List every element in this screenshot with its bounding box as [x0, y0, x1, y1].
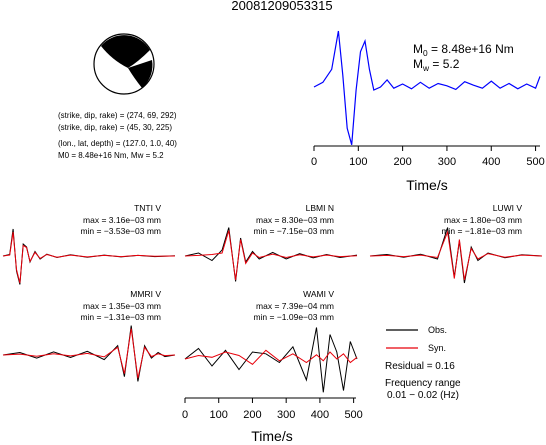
bottom-axis: 0 100 200 300 400 500 Time/s — [182, 397, 363, 444]
legend-freq-value: 0.01 − 0.02 (Hz) — [387, 390, 459, 401]
station-name: LUWI V — [493, 203, 523, 213]
legend-residual: Residual = 0.16 — [385, 361, 455, 372]
bottom-tick-label-1: 100 — [210, 409, 228, 421]
mech-line-1: (strike, dip, rake) = (274, 69, 292) — [58, 111, 177, 120]
mech-line-2: (strike, dip, rake) = (45, 30, 225) — [58, 123, 172, 132]
bottom-tick-label-0: 0 — [182, 409, 188, 421]
legend-obs-label: Obs. — [428, 325, 447, 335]
mech-line-3: (lon., lat, depth) = (127.0, 1.0, 40) — [58, 139, 177, 148]
stf-tick-label-1: 100 — [349, 156, 367, 168]
station-name: WAMI V — [303, 289, 334, 299]
beachball-compression-1 — [101, 35, 150, 68]
station-name: LBMI N — [306, 203, 334, 213]
stf-tick-label-0: 0 — [311, 156, 317, 168]
bottom-tick-label-2: 200 — [243, 409, 261, 421]
legend-syn-label: Syn. — [428, 343, 446, 353]
station-min: min = −1.81e−03 mm — [441, 226, 522, 236]
syn-waveform — [2, 231, 176, 284]
syn-waveform — [184, 349, 358, 365]
bottom-tick-label-4: 400 — [311, 409, 329, 421]
legend-freq-title: Frequency range — [385, 378, 461, 389]
bottom-xlabel: Time/s — [251, 428, 292, 444]
stf-tick-label-4: 400 — [482, 156, 500, 168]
obs-waveform — [184, 327, 358, 393]
station-name: TNTI V — [134, 203, 161, 213]
bottom-tick-label-5: 500 — [344, 409, 362, 421]
stf-tick-label-5: 500 — [526, 156, 544, 168]
stf-xlabel: Time/s — [406, 177, 447, 193]
syn-waveform — [2, 328, 176, 379]
station-max: max = 3.16e−03 mm — [83, 215, 161, 225]
legend: Obs. Syn. Residual = 0.16 Frequency rang… — [385, 325, 461, 401]
stf-m0-label: M0 = 8.48e+16 Nm — [413, 42, 514, 58]
station-min: min = −1.31e−03 mm — [80, 312, 161, 322]
station-min: min = −3.53e−03 mm — [80, 226, 161, 236]
stf-axes: 0 100 200 300 400 500 Time/s M0 = 8.48e+16 Nm… — [311, 30, 545, 193]
station-max: max = 8.30e−03 mm — [256, 215, 334, 225]
beachball-compression-2 — [128, 60, 153, 88]
stf-line — [313, 30, 541, 145]
station-min: min = −1.09e−03 mm — [253, 312, 334, 322]
figure-title: 20081209053315 — [231, 0, 332, 13]
station-max: max = 1.80e−03 mm — [444, 215, 522, 225]
station-max: max = 1.35e−03 mm — [83, 301, 161, 311]
stf-tick-label-2: 200 — [393, 156, 411, 168]
mech-line-4: M0 = 8.48e+16 Nm, Mw = 5.2 — [58, 151, 164, 160]
station-name: MMRI V — [130, 289, 161, 299]
stf-tick-label-3: 300 — [438, 156, 456, 168]
station-max: max = 7.39e−04 mm — [256, 301, 334, 311]
stf-mw-label: Mw = 5.2 — [413, 57, 460, 73]
syn-waveform — [184, 230, 358, 281]
bottom-tick-label-3: 300 — [277, 409, 295, 421]
syn-waveform — [369, 230, 543, 281]
station-min: min = −7.15e−03 mm — [253, 226, 334, 236]
beachball — [93, 33, 155, 95]
